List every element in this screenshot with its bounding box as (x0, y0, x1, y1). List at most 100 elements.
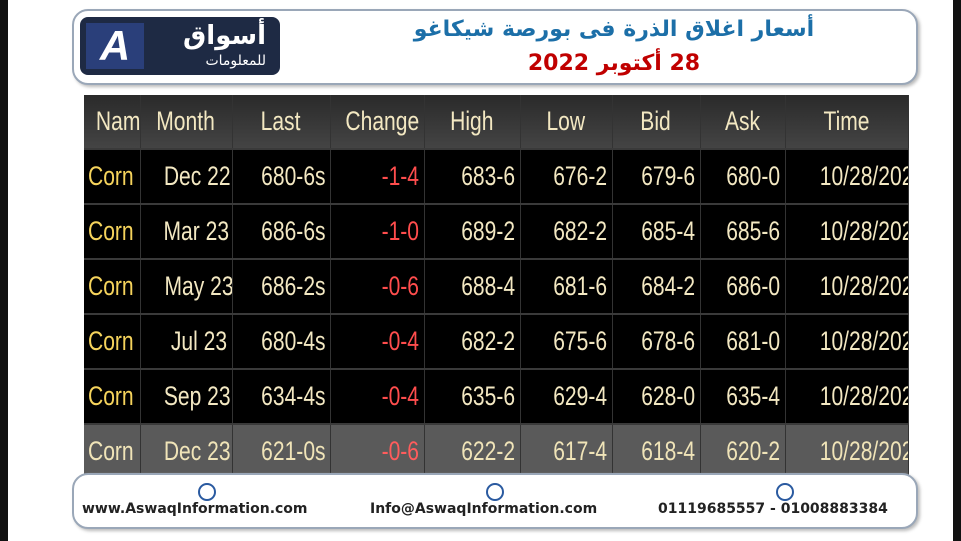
cell-text: 629-4 (553, 381, 608, 411)
cell-text: Dec 22 (163, 161, 231, 191)
cell-text: -1-0 (382, 216, 420, 246)
cell-text: 679-6 (641, 161, 696, 191)
cell: 10/28/2022 (785, 369, 909, 425)
column-header: Low (520, 95, 613, 150)
cell: 688-4 (424, 259, 521, 315)
cell: May 23 (140, 259, 233, 315)
logo-icon: A (86, 23, 144, 69)
cell-text: Corn (88, 216, 134, 246)
cell: 10/28/2022 (785, 259, 909, 315)
row: Corn Dec 22 680-6s -1-4 683-6 676-2 679-6 680-0… (84, 149, 909, 205)
cell: -1-4 (330, 149, 425, 205)
cell-text: Jul 23 (171, 326, 228, 356)
cell-text: 635-4 (726, 381, 781, 411)
globe-icon (198, 483, 216, 501)
cell-text: 10/28/2022 (819, 326, 907, 356)
cell: 10/28/2022 (785, 149, 909, 205)
date: 28 أكتوبر 2022 (527, 51, 701, 76)
header-row: Name Month Last Change High Low Bid Ask Time (84, 95, 909, 150)
cell: 685-6 (700, 204, 786, 260)
logo: A أسواق للمعلومات (80, 17, 280, 75)
column-header: Bid (612, 95, 701, 150)
cell: Corn (84, 204, 141, 260)
cell-text: 10/28/2022 (819, 216, 907, 246)
cell-text: Corn (88, 161, 134, 191)
cell: -0-6 (330, 424, 425, 480)
cell: 686-2s (232, 259, 331, 315)
cell: 10/28/2022 (785, 314, 909, 370)
cell-text: -0-6 (382, 436, 420, 466)
cell: 617-4 (520, 424, 613, 480)
cell-text: 635-6 (461, 381, 516, 411)
cell-text: Time (823, 106, 870, 136)
cell-text: 688-4 (461, 271, 516, 301)
cell: 10/28/2022 (785, 424, 909, 480)
cell-text: 685-6 (726, 216, 781, 246)
cell: Jul 23 (140, 314, 233, 370)
cell-text: Corn (88, 436, 134, 466)
cell: 684-2 (612, 259, 701, 315)
footer: www.AswaqInformation.com Info@AswaqInfor… (72, 473, 918, 529)
cell: 679-6 (612, 149, 701, 205)
cell: 621-0s (232, 424, 331, 480)
email[interactable]: Info@AswaqInformation.com (370, 501, 598, 517)
cell: Corn (84, 314, 141, 370)
cell: Corn (84, 369, 141, 425)
cell: 681-6 (520, 259, 613, 315)
cell-text: 680-0 (726, 161, 781, 191)
cell-text: Corn (88, 381, 134, 411)
cell: 680-0 (700, 149, 786, 205)
cell-text: 682-2 (553, 216, 608, 246)
cell: 689-2 (424, 204, 521, 260)
column-header: Month (140, 95, 233, 150)
mail-icon (486, 483, 504, 501)
cell: 634-4s (232, 369, 331, 425)
cell-text: Corn (88, 271, 134, 301)
cell: 10/28/2022 (785, 204, 909, 260)
cell-text: Last (261, 106, 301, 136)
cell: 678-6 (612, 314, 701, 370)
phone-icon (776, 483, 794, 501)
cell-text: 686-2s (261, 271, 326, 301)
column-header: Name (84, 95, 141, 150)
column-header: Last (232, 95, 331, 150)
cell-text: Month (156, 106, 216, 136)
cell-text: Corn (88, 326, 134, 356)
cell: Sep 23 (140, 369, 233, 425)
cell-text: 681-0 (726, 326, 781, 356)
cell: 618-4 (612, 424, 701, 480)
cell-text: 685-4 (641, 216, 696, 246)
cell-text: 10/28/2022 (819, 271, 907, 301)
cell-text: -0-6 (382, 271, 420, 301)
cell: Dec 22 (140, 149, 233, 205)
cell-text: 10/28/2022 (819, 381, 907, 411)
edge (953, 0, 961, 541)
phone[interactable]: 01119685557 - 01008883384 (658, 501, 888, 517)
cell: Dec 23 (140, 424, 233, 480)
cell-text: 684-2 (641, 271, 696, 301)
cell: 683-6 (424, 149, 521, 205)
cell-text: Low (546, 106, 586, 136)
cell-text: 618-4 (641, 436, 696, 466)
row: Corn Sep 23 634-4s -0-4 635-6 629-4 628-0 635-4… (84, 369, 909, 425)
cell: 685-4 (612, 204, 701, 260)
cell-text: 686-0 (726, 271, 781, 301)
column-header: High (424, 95, 521, 150)
cell: 680-6s (232, 149, 331, 205)
cell: -0-6 (330, 259, 425, 315)
cell-text: 634-4s (261, 381, 326, 411)
cell-text: 10/28/2022 (819, 436, 907, 466)
logo-name: أسواق (183, 21, 266, 51)
column-header: Change (330, 95, 425, 150)
cell-text: 680-6s (261, 161, 326, 191)
cell: 635-6 (424, 369, 521, 425)
cell-text: Sep 23 (163, 381, 231, 411)
cell: Corn (84, 149, 141, 205)
website[interactable]: www.AswaqInformation.com (82, 501, 308, 517)
cell-text: Mar 23 (162, 216, 229, 246)
cell-text: 622-2 (461, 436, 516, 466)
cell-text: 680-4s (261, 326, 326, 356)
cell-text: Ask (724, 106, 761, 136)
cell: 635-4 (700, 369, 786, 425)
column-header: Time (785, 95, 909, 150)
